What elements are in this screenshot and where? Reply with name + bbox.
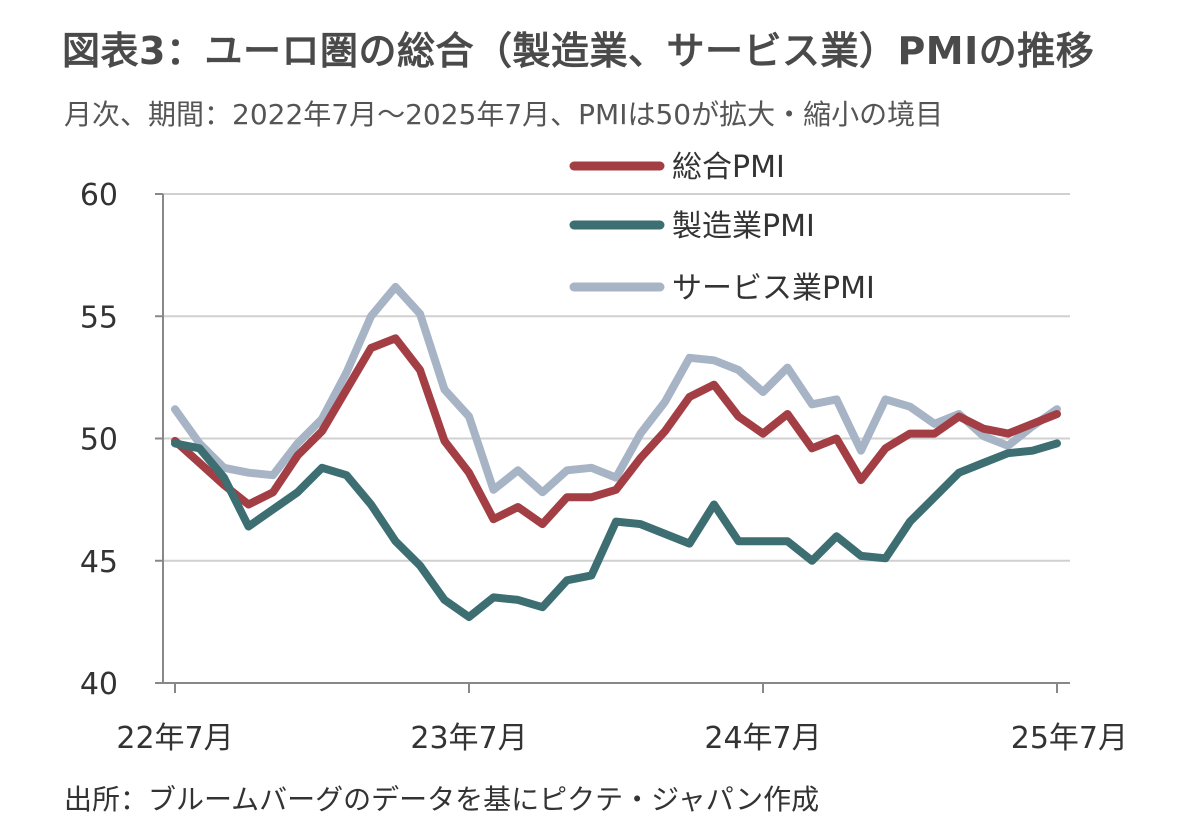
x-tick-label-36: 25年7月 — [1011, 721, 1128, 756]
y-tick-label-50: 50 — [80, 423, 118, 458]
legend: 総合PMI 製造業PMI サービス業PMI — [569, 150, 875, 306]
legend-label-1: 製造業PMI — [672, 209, 815, 244]
x-tick-label-12: 23年7月 — [410, 721, 527, 756]
x-tick-label-0: 22年7月 — [116, 721, 233, 756]
y-tick-label-55: 55 — [80, 300, 118, 335]
series-lines — [171, 282, 1061, 621]
source-note: 出所：ブルームバーグのデータを基にピクテ・ジャパン作成 — [64, 783, 820, 816]
tick-labels: 40 45 50 55 60 22年7月 23年7月 24年7月 25年7月 — [80, 178, 1128, 756]
axes — [155, 193, 1070, 693]
series-line-2 — [171, 282, 1061, 497]
series-line-1 — [171, 439, 1061, 621]
grid-lines — [163, 193, 1070, 562]
series-line-0 — [171, 334, 1061, 529]
y-tick-label-40: 40 — [80, 667, 118, 702]
legend-label-2: サービス業PMI — [672, 271, 875, 306]
legend-label-0: 総合PMI — [672, 150, 785, 185]
y-tick-label-60: 60 — [80, 178, 118, 213]
x-tick-label-24: 24年7月 — [704, 721, 821, 756]
chart-title: 図表3：ユーロ圏の総合（製造業、サービス業）PMIの推移 — [62, 29, 1095, 73]
chart-subtitle: 月次、期間：2022年7月～2025年7月、PMIは50が拡大・縮小の境目 — [64, 98, 944, 131]
y-tick-label-45: 45 — [80, 545, 118, 580]
